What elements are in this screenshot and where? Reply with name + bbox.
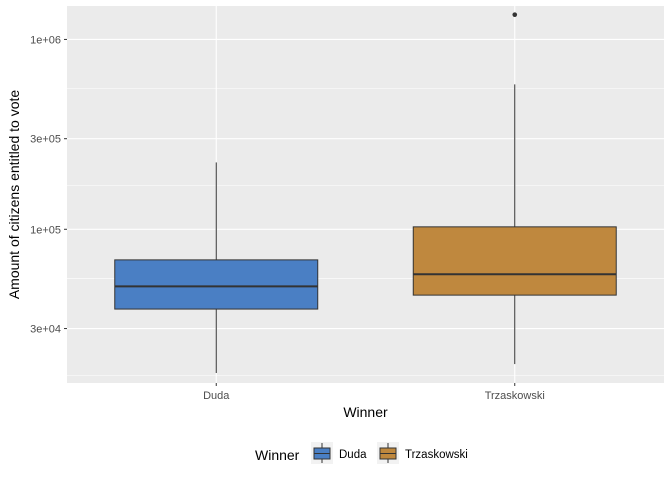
legend-label: Trzaskowski — [405, 449, 468, 461]
plot-panel — [67, 6, 664, 383]
legend: Winner Duda Trzaskowski — [255, 442, 468, 464]
y-axis-title: Amount of citizens entitled to vote — [6, 90, 22, 300]
legend-key-duda: Duda — [311, 442, 367, 464]
outlier-point — [512, 12, 518, 17]
x-axis: Duda Trzaskowski — [203, 383, 545, 402]
box-duda — [114, 162, 319, 373]
x-axis-title: Winner — [343, 404, 388, 420]
legend-label: Duda — [339, 449, 367, 461]
boxes — [114, 12, 617, 373]
legend-key-trzaskowski: Trzaskowski — [377, 442, 468, 464]
y-tick-label: 1e+06 — [30, 34, 61, 46]
box-iqr — [114, 259, 319, 310]
legend-title: Winner — [255, 447, 300, 463]
y-axis: 3e+04 1e+05 3e+05 1e+06 — [30, 34, 67, 336]
y-tick-label: 3e+04 — [30, 324, 61, 336]
y-tick-label: 3e+05 — [30, 134, 61, 146]
y-tick-label: 1e+05 — [30, 224, 61, 236]
x-tick-label: Duda — [203, 390, 230, 402]
box-trzaskowski — [412, 12, 617, 365]
x-tick-label: Trzaskowski — [485, 390, 545, 402]
box-iqr — [412, 226, 617, 296]
